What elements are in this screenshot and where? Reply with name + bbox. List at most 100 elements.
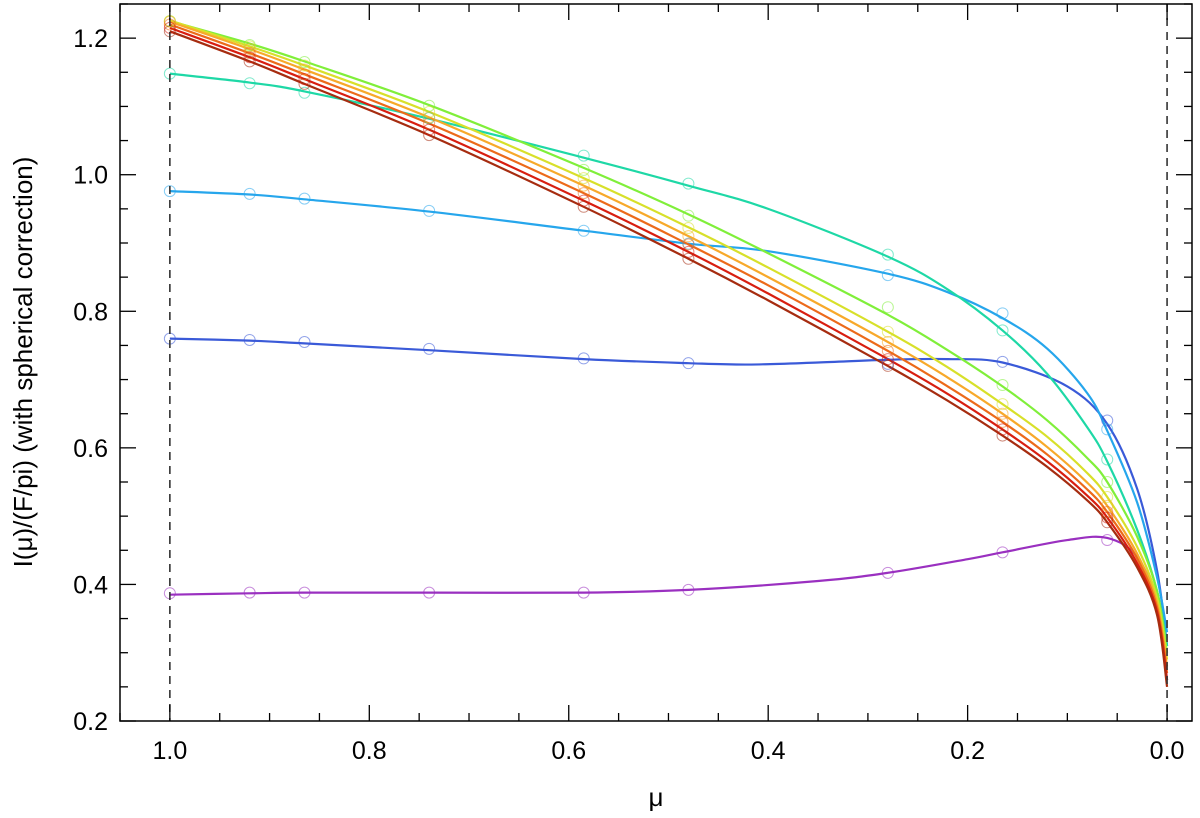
- series-6-marker: [1101, 491, 1114, 504]
- series-line-1: [169, 535, 1169, 681]
- series-3-marker: [423, 204, 436, 217]
- series-2-marker: [423, 342, 436, 355]
- series-1-marker: [423, 586, 436, 599]
- axis-ticks: [119, 3, 1192, 722]
- series-3-marker: [243, 187, 256, 200]
- series-10-marker: [682, 252, 695, 265]
- series-7-marker: [682, 230, 695, 243]
- series-8-marker: [423, 117, 436, 130]
- series-2-marker: [298, 336, 311, 349]
- x-axis-title: μ: [649, 782, 664, 812]
- series-9-marker: [996, 423, 1009, 436]
- x-tick-label: 0.2: [950, 737, 985, 765]
- series-4-marker: [881, 248, 894, 261]
- series-9-marker: [682, 245, 695, 258]
- series-7-marker: [423, 111, 436, 124]
- y-tick-label: 0.2: [73, 708, 108, 736]
- series-3-marker: [163, 185, 176, 198]
- series-3-marker: [577, 224, 590, 237]
- series-1-marker: [577, 586, 590, 599]
- series-line-6: [169, 19, 1169, 660]
- series-6-marker: [423, 105, 436, 118]
- series-6-marker: [881, 325, 894, 338]
- series-1-marker: [1101, 534, 1114, 547]
- series-10-marker: [577, 200, 590, 213]
- series-5-marker: [423, 99, 436, 112]
- series-10-marker: [881, 359, 894, 372]
- series-7-marker: [1101, 499, 1114, 512]
- series-7-marker: [881, 336, 894, 349]
- series-5-marker: [577, 163, 590, 176]
- series-line-10: [169, 30, 1169, 688]
- series-8-marker: [243, 47, 256, 60]
- plot-frame: [119, 3, 1193, 722]
- series-6-marker: [996, 398, 1009, 411]
- series-10-marker: [423, 129, 436, 142]
- y-tick-label: 0.8: [73, 298, 108, 326]
- series-8-marker: [682, 238, 695, 251]
- series-1-marker: [996, 546, 1009, 559]
- series-line-4: [169, 72, 1169, 647]
- series-1-marker: [682, 583, 695, 596]
- series-2-marker: [996, 355, 1009, 368]
- series-3-marker: [881, 269, 894, 282]
- tick-labels: 1.0 0.8 0.6 0.4 0.2 0.0 0.2 0.4 0.6 0.8 1.0 1.2: [73, 25, 1184, 765]
- series-6-marker: [298, 59, 311, 72]
- series-10-marker: [298, 77, 311, 90]
- series-line-9: [169, 26, 1169, 681]
- series-8-marker: [1101, 506, 1114, 519]
- series-2-marker: [577, 352, 590, 365]
- series-6-marker: [577, 172, 590, 185]
- y-tick-label: 0.4: [73, 571, 108, 599]
- marker-layer: [163, 15, 1114, 600]
- series-7-marker: [577, 179, 590, 192]
- series-5-marker: [1101, 476, 1114, 488]
- series-9-marker: [243, 51, 256, 64]
- x-tick-label: 0.0: [1150, 737, 1185, 765]
- x-tick-label: 0.6: [551, 737, 586, 765]
- series-9-marker: [298, 73, 311, 86]
- series-9-marker: [577, 194, 590, 207]
- series-10-marker: [1101, 516, 1114, 529]
- series-4-marker: [682, 177, 695, 190]
- y-tick-label: 0.6: [73, 435, 108, 463]
- series-5-marker: [682, 209, 695, 222]
- reference-lines: [169, 4, 1168, 721]
- series-9-marker: [881, 353, 894, 366]
- series-8-marker: [996, 415, 1009, 428]
- series-1-marker: [881, 566, 894, 579]
- series-6-marker: [682, 221, 695, 234]
- series-4-marker: [298, 86, 311, 99]
- series-7-marker: [298, 63, 311, 76]
- x-tick-label: 1.0: [152, 737, 187, 765]
- series-9-marker: [423, 123, 436, 136]
- series-2-marker: [1101, 414, 1114, 427]
- series-4-marker: [1101, 453, 1114, 466]
- series-8-marker: [577, 187, 590, 200]
- series-10-marker: [996, 429, 1009, 442]
- series-8-marker: [298, 68, 311, 81]
- series-9-marker: [1101, 511, 1114, 524]
- series-line-5: [169, 20, 1169, 653]
- series-5-marker: [298, 56, 311, 69]
- series-line-2: [169, 337, 1169, 647]
- series-4-marker: [996, 324, 1009, 337]
- series-3-marker: [996, 307, 1009, 320]
- series-8-marker: [881, 344, 894, 357]
- series-line-3: [169, 190, 1169, 633]
- series-7-marker: [243, 43, 256, 56]
- y-axis-title: I(μ)/(F/pi) (with spherical correction): [8, 157, 38, 568]
- series-2-marker: [243, 333, 256, 346]
- series-7-marker: [996, 407, 1009, 420]
- y-tick-label: 1.0: [73, 162, 108, 190]
- series-4-marker: [577, 149, 590, 162]
- series-4-marker: [243, 77, 256, 90]
- series-3-marker: [298, 192, 311, 205]
- series-2-marker: [682, 357, 695, 370]
- x-tick-label: 0.4: [751, 737, 786, 765]
- series-layer: [169, 19, 1169, 688]
- x-tick-label: 0.8: [352, 737, 387, 765]
- series-1-marker: [298, 586, 311, 599]
- y-tick-label: 1.2: [73, 25, 108, 53]
